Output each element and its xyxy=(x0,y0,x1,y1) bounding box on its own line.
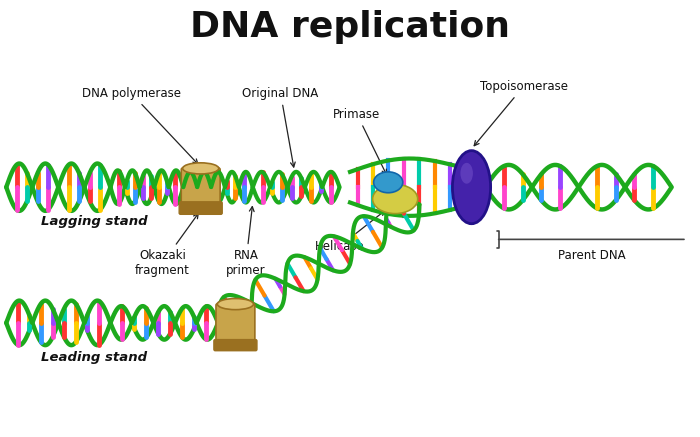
FancyBboxPatch shape xyxy=(214,340,257,351)
Text: DNA polymerase: DNA polymerase xyxy=(82,87,198,164)
Ellipse shape xyxy=(452,151,491,224)
Ellipse shape xyxy=(183,163,218,174)
Text: Parent DNA: Parent DNA xyxy=(557,249,625,262)
Text: Okazaki
fragment: Okazaki fragment xyxy=(135,214,198,277)
FancyBboxPatch shape xyxy=(181,168,220,210)
Ellipse shape xyxy=(461,163,473,184)
Text: Lagging stand: Lagging stand xyxy=(41,215,148,229)
Ellipse shape xyxy=(372,184,418,214)
Text: Helicase: Helicase xyxy=(315,211,385,253)
Text: Original DNA: Original DNA xyxy=(242,87,318,167)
FancyBboxPatch shape xyxy=(216,303,255,346)
Text: RNA
primer: RNA primer xyxy=(226,207,265,277)
Ellipse shape xyxy=(374,172,402,193)
Text: Leading stand: Leading stand xyxy=(41,351,147,364)
Text: Primase: Primase xyxy=(333,108,386,174)
Text: Topoisomerase: Topoisomerase xyxy=(474,80,568,146)
Text: DNA replication: DNA replication xyxy=(190,10,510,44)
FancyBboxPatch shape xyxy=(179,202,222,214)
Ellipse shape xyxy=(218,298,253,310)
